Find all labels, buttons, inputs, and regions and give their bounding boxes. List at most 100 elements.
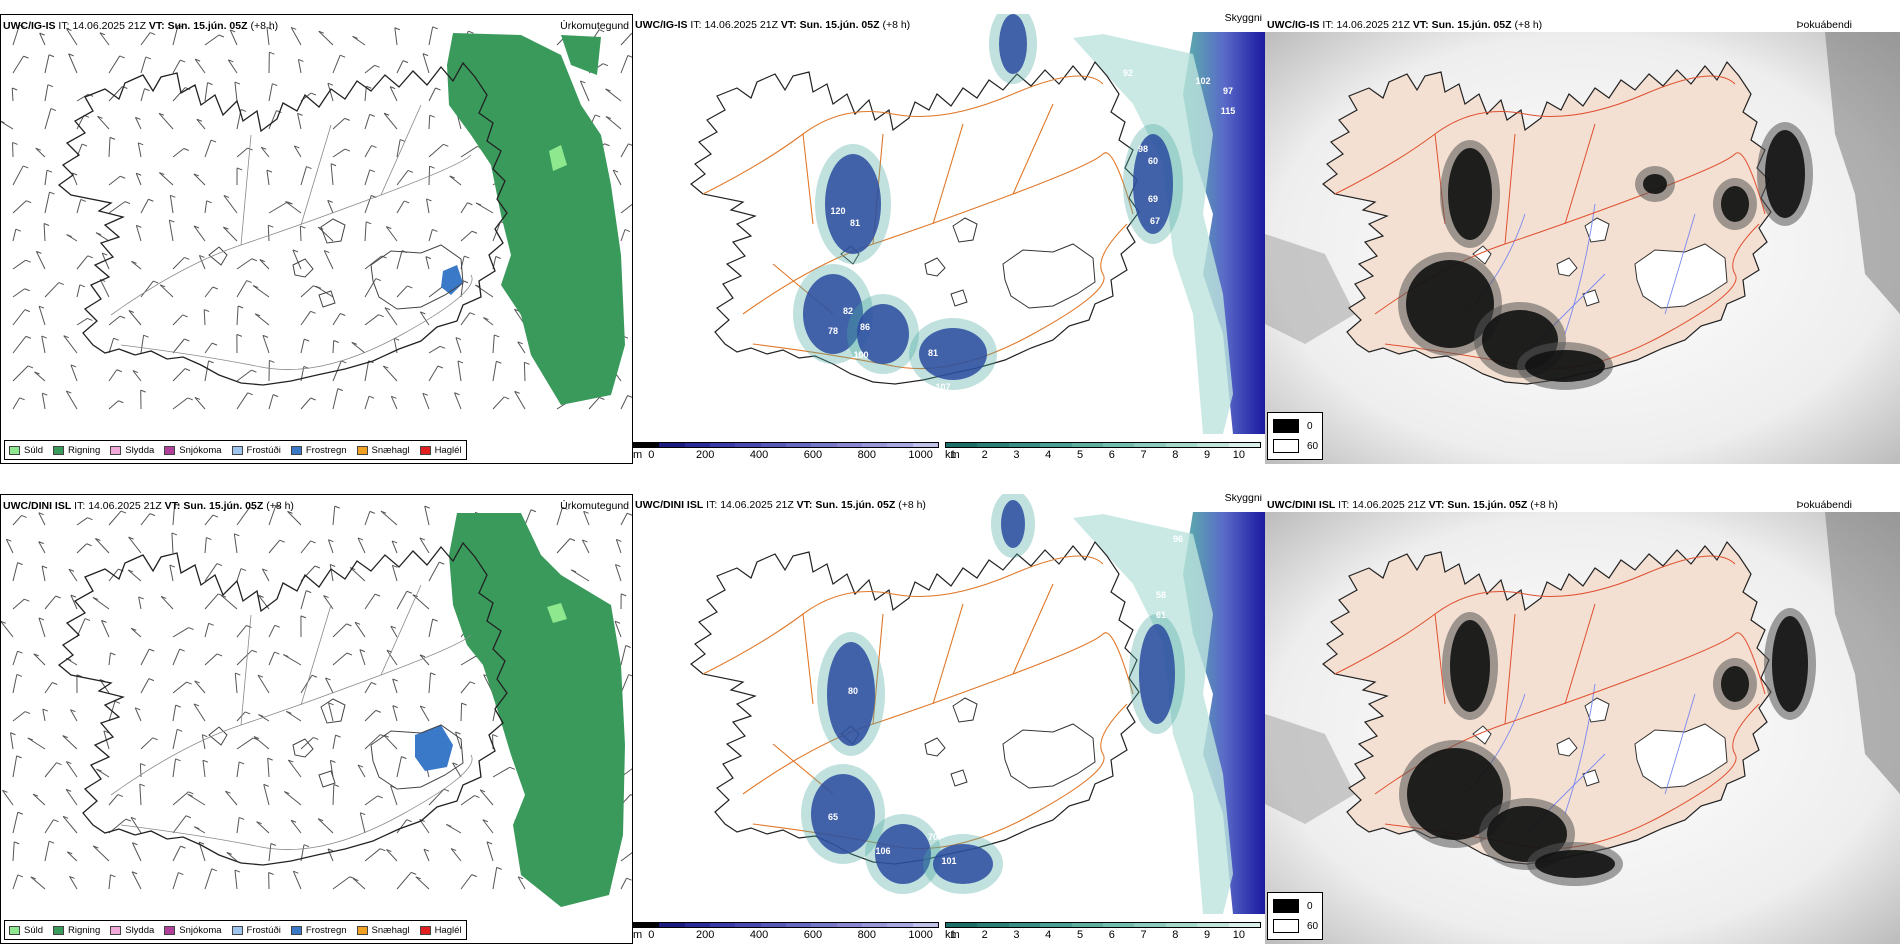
low-cloud-area [811, 774, 875, 854]
glacier-outline [370, 724, 464, 790]
glacier-outline [950, 769, 968, 787]
reduced-visibility-area [923, 834, 1003, 894]
colorbar-unit: m [633, 929, 643, 941]
vt-value: Sun. 15.jún. 05Z [183, 500, 264, 512]
colorbar-tick: 400 [749, 449, 769, 461]
legend-swatch [419, 925, 431, 935]
fog-legend-label: 60 [1307, 440, 1319, 452]
colorbar-cell [1134, 923, 1166, 927]
glacier-outline [924, 737, 946, 757]
colorbar-tick: 5 [1076, 449, 1084, 461]
colorbar-tick: 9 [1204, 929, 1211, 941]
cloudbase-colorbar-ticks: m 0 200 400 600 800 1000 [633, 928, 939, 942]
glacier [1584, 697, 1610, 723]
visibility-colorbar: km 1 2 3 4 5 6 7 8 9 10 [945, 922, 1261, 942]
legend-label: Snjókoma [179, 924, 222, 936]
legend-swatch [110, 445, 122, 455]
colorbar-cell [684, 443, 710, 447]
legend-label: Súld [24, 444, 44, 456]
glacier [1634, 243, 1728, 309]
fog-legend-label: 60 [1307, 920, 1319, 932]
legend-label: Súld [24, 924, 44, 936]
fog-panel-top: UWC/IG-IS IT: 14.06.2025 21Z VT: Sun. 15… [1265, 14, 1900, 464]
lead-time: (+8 h) [1530, 499, 1558, 511]
visibility-colorbar-strip [945, 442, 1261, 448]
fog-legend-swatch [1273, 899, 1299, 913]
glacier-outline [208, 246, 228, 266]
legend-label: Frostúði [246, 924, 281, 936]
cloudbase-value: 81 [928, 348, 938, 358]
coastline [57, 541, 508, 866]
glacier [1556, 737, 1578, 757]
colorbar-tick: 4 [1045, 929, 1052, 941]
drizzle-area [547, 603, 567, 623]
colorbar-cell [634, 443, 660, 447]
fog-legend-swatch [1273, 919, 1299, 933]
legend-item: Frostregn [290, 445, 347, 456]
low-cloud-area [827, 642, 875, 746]
precip-type-panel-top: UWC/IG-IS IT: 14.06.2025 21Z VT: Sun. 15… [0, 14, 633, 464]
colorbar-cell [1071, 443, 1104, 447]
colorbar-cell [684, 923, 710, 927]
it-value: 14.06.2025 21Z [720, 499, 794, 511]
legend-label: Snjókoma [179, 444, 222, 456]
cloudbase-value: 60 [1148, 156, 1158, 166]
it-label: IT: [690, 19, 702, 31]
fog-legend-row: 0 [1273, 419, 1313, 433]
panel-header: UWC/IG-IS IT: 14.06.2025 21Z VT: Sun. 15… [635, 19, 910, 31]
roads [702, 555, 1134, 850]
legend-swatch [290, 925, 302, 935]
legend-item: Rigning [53, 445, 100, 456]
legend-item: Slydda [110, 925, 154, 936]
legend-item: Snæhagl [356, 445, 410, 456]
fog-patch [1772, 616, 1808, 712]
panel-header: UWC/IG-IS IT: 14.06.2025 21Z VT: Sun. 15… [1267, 19, 1542, 31]
glacier-outline [952, 217, 978, 243]
colorbar-cell [1228, 443, 1261, 447]
low-cloud-area [1001, 500, 1025, 548]
visibility-colorbar-ticks: km 1 2 3 4 5 6 7 8 9 10 [945, 928, 1261, 942]
colorbar-tick: 3 [1013, 449, 1020, 461]
visibility-area [1073, 34, 1233, 434]
roads [110, 104, 473, 370]
cloudbase-value: 120 [830, 206, 845, 216]
cloudbase-value: 102 [1195, 76, 1210, 86]
reduced-visibility-area [991, 494, 1035, 558]
colorbar-cell [634, 923, 660, 927]
cloudbase-value: 106 [875, 846, 890, 856]
colorbar-cell [912, 923, 938, 927]
rain-area [449, 513, 625, 907]
vt-value: Sun. 15.jún. 05Z [799, 19, 880, 31]
model-name: UWC/DINI ISL [635, 499, 704, 511]
colorbar-cell [1165, 443, 1198, 447]
colorbar-cell [760, 443, 786, 447]
glacier-outline [318, 290, 336, 308]
fog-patch [1448, 148, 1492, 240]
colorbar-cell [1134, 443, 1166, 447]
colorbar-cell [977, 443, 1009, 447]
model-name: UWC/DINI ISL [3, 500, 72, 512]
it-value: 14.06.2025 21Z [88, 500, 162, 512]
rain-area [447, 33, 625, 405]
legend-label: Slydda [125, 924, 155, 936]
colorbar-cell [659, 923, 685, 927]
colorbar-cell [861, 923, 888, 927]
it-label: IT: [74, 500, 86, 512]
colorbar-tick: 10 [1232, 929, 1245, 941]
reduced-visibility-area [815, 144, 891, 264]
colorbar-cell [735, 923, 761, 927]
legend-item: Súld [9, 925, 43, 936]
precip-type-panel-bottom: UWC/DINI ISL IT: 14.06.2025 21Z VT: Sun.… [0, 494, 633, 944]
reduced-visibility-area [989, 14, 1037, 84]
panel-header: UWC/DINI ISL IT: 14.06.2025 21Z VT: Sun.… [3, 500, 294, 512]
cloudbase-value: 86 [860, 322, 870, 332]
colorbar-tick: 8 [1172, 449, 1179, 461]
precip-map [1, 24, 632, 410]
glacier-outline [320, 218, 346, 244]
reduced-visibility-area [847, 294, 919, 374]
panel-title: Úrkomutegund [560, 500, 629, 512]
colorbar-cell [836, 923, 862, 927]
colorbar-cell [946, 443, 978, 447]
legend-swatch [356, 925, 368, 935]
legend-swatch [164, 445, 176, 455]
